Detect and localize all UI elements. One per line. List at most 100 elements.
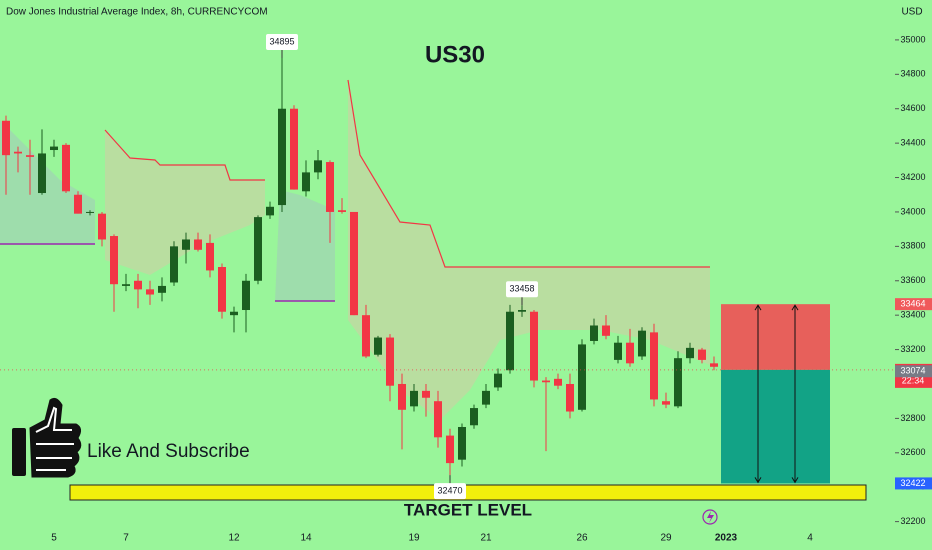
- x-tick-label: 2023: [715, 533, 738, 544]
- x-tick-label: 26: [576, 533, 588, 544]
- x-tick-label: 14: [300, 533, 312, 544]
- y-tick-label: 34800: [900, 69, 925, 79]
- candle-body: [14, 151, 22, 154]
- x-tick-label: 12: [228, 533, 240, 544]
- trend-line-down: [104, 129, 265, 181]
- candle-body: [326, 162, 334, 212]
- candle-body: [146, 289, 154, 295]
- y-tick-label: 35000: [900, 34, 925, 44]
- candle-body: [482, 390, 490, 405]
- candle-body: [686, 347, 694, 359]
- caption: Like And Subscribe: [87, 441, 250, 462]
- candle-body: [2, 120, 10, 156]
- price-tag: [895, 365, 932, 378]
- trend-fill-up: [0, 120, 95, 244]
- candle-body: [422, 390, 430, 398]
- stop-zone: [721, 304, 830, 370]
- countdown: 22:34: [902, 375, 925, 385]
- candle-body: [98, 213, 106, 240]
- trend-fill-down: [348, 80, 710, 420]
- candle-body: [446, 435, 454, 464]
- arrow-head: [754, 304, 762, 484]
- candle-body: [230, 311, 238, 316]
- price-tag: [895, 298, 932, 311]
- candle-body: [350, 211, 358, 316]
- plot: [2, 57, 718, 476]
- candle-body: [470, 408, 478, 426]
- header: Dow Jones Industrial Average Index, 8h, …: [6, 7, 268, 18]
- x-tick-label: 21: [480, 533, 492, 544]
- candle-body: [398, 383, 406, 410]
- candle-body: [206, 242, 214, 271]
- candle-body: [242, 280, 250, 311]
- candle-body: [170, 246, 178, 283]
- candle-body: [662, 401, 670, 405]
- y-tick-label: 34200: [900, 172, 925, 182]
- candle-body: [410, 390, 418, 407]
- candle-body: [194, 239, 202, 250]
- candle-body: [86, 211, 94, 213]
- y-tick-label: 33200: [900, 344, 925, 354]
- thumb-icon: [12, 397, 82, 478]
- trend-fill-up: [275, 190, 335, 301]
- candle-body: [254, 217, 262, 281]
- target-bar: [69, 484, 867, 501]
- candle-body: [602, 325, 610, 336]
- candle-body: [50, 146, 58, 151]
- y-tick-label: 33800: [900, 241, 925, 251]
- candle-body: [626, 342, 634, 364]
- annotation-label: 32470: [437, 486, 462, 496]
- y-tick-label: 32600: [900, 447, 925, 457]
- candle-body: [458, 426, 466, 460]
- annotation-box: [506, 281, 538, 298]
- x-tick-label: 4: [807, 533, 813, 544]
- annotation-box: [434, 483, 466, 500]
- y-tick-label: 34400: [900, 138, 925, 148]
- candle-body: [38, 153, 46, 194]
- candle-body: [542, 380, 550, 383]
- price-tag: [895, 477, 932, 490]
- candle-body: [338, 210, 346, 212]
- candle-body: [554, 378, 562, 386]
- x-tick-label: 19: [408, 533, 420, 544]
- candle-body: [62, 144, 70, 192]
- candle-body: [218, 267, 226, 312]
- candle-body: [590, 325, 598, 341]
- price-tag-label: 33074: [900, 366, 925, 376]
- candle-body: [182, 239, 190, 250]
- candle-body: [518, 310, 526, 312]
- y-tick-label: 34000: [900, 206, 925, 216]
- candle-body: [506, 311, 514, 371]
- candle-body: [614, 342, 622, 360]
- candle-body: [638, 330, 646, 357]
- candle-body: [530, 311, 538, 381]
- target-label: TARGET LEVEL: [404, 500, 532, 519]
- candle-body: [74, 194, 82, 214]
- candle-body: [374, 337, 382, 355]
- trend-line-down: [347, 79, 710, 268]
- annotation-label: 33458: [509, 284, 534, 294]
- annotation-box: [266, 33, 298, 50]
- annotation-label: 34895: [269, 36, 294, 46]
- candle-body: [650, 332, 658, 400]
- candle-body: [290, 108, 298, 190]
- candle-body: [278, 108, 286, 206]
- event-icon: [702, 509, 718, 525]
- candle-body: [362, 315, 370, 357]
- currency: USD: [901, 7, 922, 18]
- candle-body: [674, 358, 682, 407]
- candle-body: [578, 344, 586, 410]
- candle-body: [266, 206, 274, 216]
- arrow-head: [791, 304, 799, 484]
- candle-body: [110, 236, 118, 285]
- candle-body: [134, 280, 142, 290]
- candle-body: [314, 160, 322, 173]
- x-tick-label: 7: [123, 533, 129, 544]
- candle-body: [158, 285, 166, 293]
- candle-body: [434, 401, 442, 438]
- candle-body: [122, 284, 130, 286]
- y-tick-label: 33400: [900, 310, 925, 320]
- x-tick-label: 5: [51, 533, 57, 544]
- candle-body: [494, 373, 502, 388]
